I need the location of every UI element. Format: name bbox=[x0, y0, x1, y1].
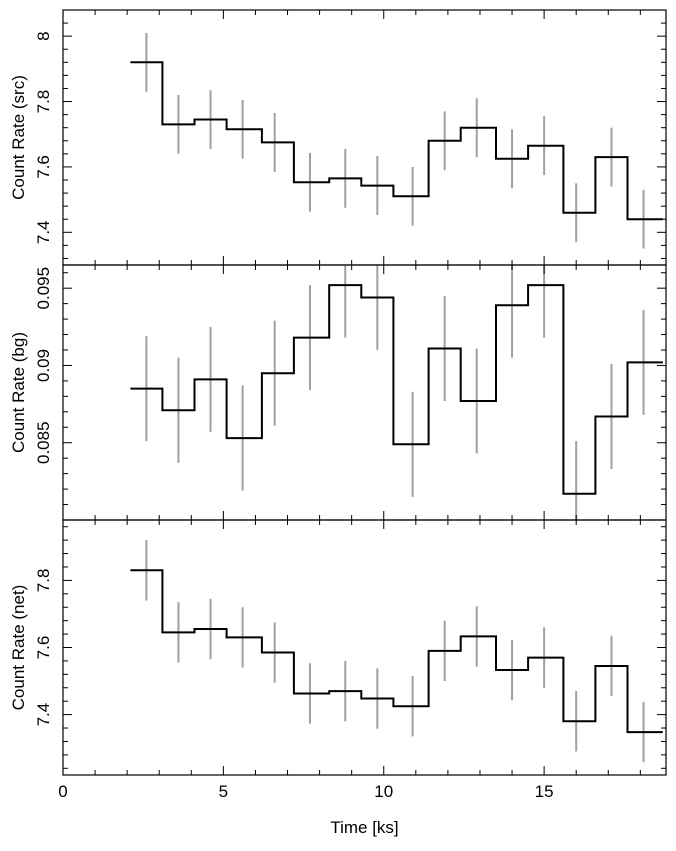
x-tick-label: 5 bbox=[219, 782, 228, 801]
panel-3: 7.4 7.6 7.8 Count Rate (net) bbox=[9, 519, 667, 776]
x-tick-label: 0 bbox=[58, 782, 67, 801]
y-tick-label: 8 bbox=[34, 31, 53, 40]
y-tick-label: 7.6 bbox=[34, 636, 53, 660]
y-tick-label: 0.095 bbox=[34, 267, 53, 310]
x-axis-label: Time [ks] bbox=[330, 818, 398, 837]
y-tick-label: 7.4 bbox=[34, 703, 53, 727]
panel-1: 7.4 7.6 7.8 8 Count Rate (src) bbox=[9, 9, 667, 266]
y-tick-label: 7.8 bbox=[34, 569, 53, 593]
y-tick-label: 7.4 bbox=[34, 220, 53, 244]
x-tick-label: 15 bbox=[535, 782, 554, 801]
y-tick-label: 7.8 bbox=[34, 90, 53, 114]
y-axis-label: Count Rate (src) bbox=[9, 75, 28, 200]
step-line bbox=[130, 284, 663, 495]
y-axis-label: Count Rate (net) bbox=[9, 585, 28, 711]
panel-2: 0.085 0.09 0.095 Count Rate (bg) bbox=[9, 264, 667, 521]
x-tick-label: 10 bbox=[374, 782, 393, 801]
y-tick-label: 7.6 bbox=[34, 155, 53, 179]
y-tick-label: 0.085 bbox=[34, 421, 53, 464]
y-axis-label: Count Rate (bg) bbox=[9, 332, 28, 453]
y-tick-label: 0.09 bbox=[34, 349, 53, 382]
step-line bbox=[130, 569, 663, 734]
step-line bbox=[130, 61, 663, 221]
